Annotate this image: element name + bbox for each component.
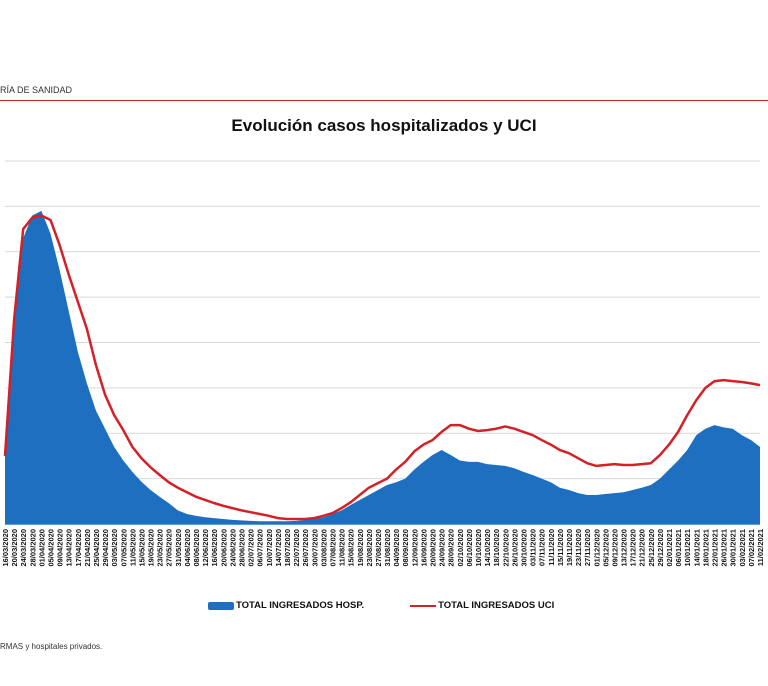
x-tick-label: 24/06/2020 xyxy=(228,529,237,567)
x-tick-label: 28/06/2020 xyxy=(238,529,247,567)
x-tick-label: 03/11/2020 xyxy=(529,529,538,566)
x-tick-label: 21/12/2020 xyxy=(638,529,647,567)
x-tick-label: 07/05/2020 xyxy=(119,529,128,567)
x-tick-label: 25/04/2020 xyxy=(92,529,101,567)
x-tick-label: 05/12/2020 xyxy=(601,529,610,567)
x-tick-label: 02/10/2020 xyxy=(456,529,465,567)
x-tick-label: 11/11/2020 xyxy=(547,529,556,566)
x-tick-label: 26/10/2020 xyxy=(510,529,519,567)
header-rule xyxy=(0,100,768,101)
x-tick-label: 22/01/2021 xyxy=(711,529,720,567)
x-tick-label: 03/08/2020 xyxy=(319,529,328,567)
x-tick-label: 18/07/2020 xyxy=(283,529,292,567)
x-tick-label: 24/03/2020 xyxy=(19,529,28,567)
x-tick-label: 18/10/2020 xyxy=(492,529,501,567)
x-tick-label: 06/07/2020 xyxy=(256,529,265,567)
x-tick-label: 26/01/2021 xyxy=(720,529,729,567)
x-tick-label: 17/04/2020 xyxy=(74,529,83,567)
x-tick-label: 16/03/2020 xyxy=(1,529,10,567)
x-tick-label: 16/09/2020 xyxy=(419,529,428,567)
x-tick-label: 27/05/2020 xyxy=(165,529,174,567)
x-tick-label: 26/07/2020 xyxy=(301,529,310,567)
x-tick-label: 23/11/2020 xyxy=(574,529,583,566)
x-tick-label: 09/04/2020 xyxy=(56,529,65,567)
x-tick-label: 20/09/2020 xyxy=(429,529,438,567)
x-tick-label: 20/06/2020 xyxy=(219,529,228,567)
x-tick-label: 11/08/2020 xyxy=(338,529,347,566)
x-tick-label: 15/11/2020 xyxy=(556,529,565,566)
series-hosp-area xyxy=(5,210,760,524)
x-tick-label: 12/09/2020 xyxy=(410,529,419,567)
footnote: RMAS y hospitales privados. xyxy=(0,642,103,651)
x-tick-label: 18/01/2021 xyxy=(701,529,710,567)
x-tick-label: 30/07/2020 xyxy=(310,529,319,567)
x-tick-label: 10/07/2020 xyxy=(265,529,274,567)
x-tick-label: 07/02/2021 xyxy=(747,529,756,567)
x-tick-label: 20/03/2020 xyxy=(10,529,19,567)
x-tick-label: 03/05/2020 xyxy=(110,529,119,567)
x-tick-label: 10/10/2020 xyxy=(474,529,483,567)
x-tick-label: 05/04/2020 xyxy=(46,529,55,567)
x-tick-label: 23/08/2020 xyxy=(365,529,374,567)
x-tick-label: 01/04/2020 xyxy=(37,529,46,567)
x-tick-label: 29/04/2020 xyxy=(101,529,110,567)
x-tick-label: 02/07/2020 xyxy=(247,529,256,567)
x-tick-label: 25/12/2020 xyxy=(647,529,656,567)
x-tick-label: 28/09/2020 xyxy=(447,529,456,567)
chart: 16/03/2020 20/03/2020 24/03/2020 28/03/2020… xyxy=(1,160,765,567)
x-tick-label: 13/04/2020 xyxy=(65,529,74,567)
x-tick-label: 11/02/2021 xyxy=(756,529,765,566)
x-tick-label: 19/08/2020 xyxy=(356,529,365,567)
x-tick-label: 06/10/2020 xyxy=(465,529,474,567)
x-tick-label: 30/01/2021 xyxy=(729,529,738,567)
x-tick-label: 12/06/2020 xyxy=(201,529,210,567)
header-text: RÍA DE SANIDAD xyxy=(0,85,73,95)
x-tick-label: 13/12/2020 xyxy=(620,529,629,567)
x-tick-label: 22/07/2020 xyxy=(292,529,301,567)
x-tick-label: 22/10/2020 xyxy=(501,529,510,567)
legend-label-uci: TOTAL INGRESADOS UCI xyxy=(438,600,555,611)
x-tick-label: 19/05/2020 xyxy=(147,529,156,567)
x-tick-label: 14/10/2020 xyxy=(483,529,492,567)
x-tick-label: 17/12/2020 xyxy=(629,529,638,567)
x-tick-label: 10/01/2021 xyxy=(683,529,692,567)
chart-title: Evolución casos hospitalizados y UCI xyxy=(231,116,537,135)
legend-label-hosp: TOTAL INGRESADOS HOSP. xyxy=(236,600,365,611)
x-tick-label: 11/05/2020 xyxy=(128,529,137,566)
x-tick-label: 04/09/2020 xyxy=(392,529,401,567)
x-tick-label: 07/08/2020 xyxy=(328,529,337,567)
x-tick-label: 28/03/2020 xyxy=(28,529,37,567)
x-tick-label: 14/07/2020 xyxy=(274,529,283,567)
x-tick-label: 04/06/2020 xyxy=(183,529,192,567)
x-tick-label: 15/08/2020 xyxy=(347,529,356,567)
x-tick-label: 06/01/2021 xyxy=(674,529,683,567)
x-tick-label: 31/08/2020 xyxy=(383,529,392,567)
x-tick-label: 09/12/2020 xyxy=(610,529,619,567)
x-tick-label: 14/01/2021 xyxy=(692,529,701,567)
x-tick-label: 23/05/2020 xyxy=(156,529,165,567)
x-tick-label: 31/05/2020 xyxy=(174,529,183,567)
x-tick-label: 02/01/2021 xyxy=(665,529,674,567)
x-tick-label: 27/08/2020 xyxy=(374,529,383,567)
legend-swatch-hosp xyxy=(208,601,234,610)
legend-swatch-uci xyxy=(410,604,437,607)
x-tick-label: 08/06/2020 xyxy=(192,529,201,567)
x-tick-label: 27/11/2020 xyxy=(583,529,592,566)
x-tick-label: 30/10/2020 xyxy=(519,529,528,567)
legend: TOTAL INGRESADOS HOSP. TOTAL INGRESADOS … xyxy=(208,600,554,611)
x-tick-label: 15/05/2020 xyxy=(137,529,146,567)
x-tick-label: 29/12/2020 xyxy=(656,529,665,567)
x-tick-label: 21/04/2020 xyxy=(83,529,92,567)
series-uci-line xyxy=(3,214,761,521)
x-tick-label: 07/11/2020 xyxy=(538,529,547,566)
x-tick-label: 03/02/2021 xyxy=(738,529,747,567)
x-tick-label: 01/12/2020 xyxy=(592,529,601,567)
x-tick-label: 24/09/2020 xyxy=(438,529,447,567)
x-tick-label: 19/11/2020 xyxy=(565,529,574,566)
x-tick-label: 08/09/2020 xyxy=(401,529,410,567)
x-tick-label: 16/06/2020 xyxy=(210,529,219,567)
